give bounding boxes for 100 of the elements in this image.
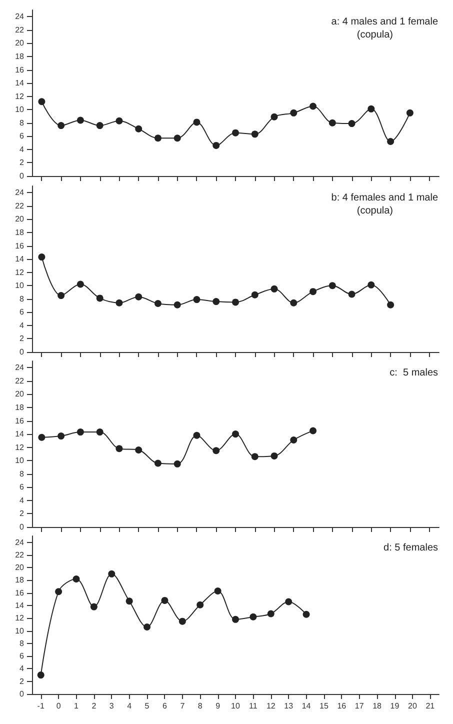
point xyxy=(251,453,258,460)
point xyxy=(214,587,222,594)
x-tick-label: 19 xyxy=(390,702,400,710)
y-tick-label: 22 xyxy=(15,550,25,560)
x-tick-label: 14 xyxy=(302,702,312,710)
y-tick-label: 8 xyxy=(20,118,25,128)
y-tick-label: 18 xyxy=(15,228,25,237)
point xyxy=(126,598,133,605)
x-tick-label: 7 xyxy=(180,702,186,710)
point xyxy=(232,298,239,306)
x-tick-label: 13 xyxy=(284,702,294,710)
point xyxy=(310,427,317,434)
y-tick-label: 22 xyxy=(15,201,25,210)
point xyxy=(348,120,356,128)
y-tick-label: 10 xyxy=(15,456,25,466)
point xyxy=(96,428,104,436)
y-tick-label: 16 xyxy=(15,416,25,426)
y-tick-label: 22 xyxy=(15,376,25,386)
y-tick-label: 18 xyxy=(15,402,25,412)
point xyxy=(368,105,375,112)
y-tick-label: 24 xyxy=(15,363,25,372)
y-tick-label: 10 xyxy=(15,281,25,290)
point xyxy=(178,618,186,625)
point xyxy=(368,281,375,288)
point xyxy=(232,430,239,438)
point xyxy=(193,118,200,126)
point xyxy=(251,130,258,138)
x-tick-label: 15 xyxy=(320,702,329,710)
point xyxy=(251,291,258,298)
point xyxy=(174,134,181,142)
point xyxy=(232,129,239,136)
x-tick-label: 0 xyxy=(56,702,62,710)
y-tick-label: 12 xyxy=(15,614,25,623)
point xyxy=(328,282,336,290)
y-tick-label: 8 xyxy=(20,638,25,648)
x-tick-label: 4 xyxy=(127,702,132,710)
y-tick-label: 14 xyxy=(15,78,25,88)
point xyxy=(135,446,142,454)
y-tick-label: 6 xyxy=(20,132,25,141)
point xyxy=(135,125,142,132)
point xyxy=(310,288,317,296)
point xyxy=(387,301,394,308)
y-tick-label: 12 xyxy=(15,442,25,452)
point xyxy=(76,116,84,124)
x-tick-label: 8 xyxy=(198,702,203,710)
x-tick-label: 12 xyxy=(266,702,276,710)
point xyxy=(58,292,65,300)
y-tick-label: 8 xyxy=(20,294,25,304)
y-tick-label: 0 xyxy=(20,172,25,180)
x-tick-label: 6 xyxy=(162,702,168,710)
point xyxy=(285,598,292,606)
x-tick-label: 2 xyxy=(92,702,97,710)
text: a: 4 males and 1 female xyxy=(331,16,438,28)
x-tick-label: 21 xyxy=(426,702,436,710)
text: c: 5 males xyxy=(390,368,438,378)
y-tick-label: 16 xyxy=(15,65,25,74)
point xyxy=(161,596,168,604)
point xyxy=(250,613,257,620)
y-tick-label: 10 xyxy=(15,626,25,636)
point xyxy=(270,113,278,120)
point xyxy=(212,447,220,454)
point xyxy=(58,122,65,130)
y-tick-label: 4 xyxy=(20,320,25,330)
point xyxy=(116,299,123,306)
point xyxy=(267,610,274,618)
x-tick-label: 17 xyxy=(354,702,364,710)
y-tick-label: 24 xyxy=(15,188,25,198)
y-tick-label: 0 xyxy=(20,690,25,698)
point xyxy=(174,301,181,308)
y-tick-label: 20 xyxy=(15,390,25,399)
point xyxy=(90,603,98,610)
point xyxy=(232,616,239,623)
point xyxy=(76,428,84,436)
x-tick-label: 10 xyxy=(231,702,240,710)
x-tick-label: 3 xyxy=(109,702,114,710)
point xyxy=(154,300,162,308)
point xyxy=(174,460,181,468)
y-tick-label: 14 xyxy=(15,254,25,264)
point xyxy=(387,138,394,145)
point xyxy=(108,570,116,578)
point xyxy=(154,460,162,467)
text: (copula) xyxy=(356,30,394,40)
y-tick-label: 20 xyxy=(15,563,25,572)
point xyxy=(38,98,46,106)
y-tick-label: 14 xyxy=(15,601,25,610)
y-tick-label: 12 xyxy=(15,92,25,101)
y-tick-label: 4 xyxy=(20,496,25,505)
point xyxy=(144,624,151,631)
y-tick-label: 18 xyxy=(15,52,25,61)
y-tick-label: 4 xyxy=(20,664,25,674)
point xyxy=(270,452,278,460)
point xyxy=(193,296,200,304)
y-tick-label: 2 xyxy=(20,509,25,518)
y-tick-label: 12 xyxy=(15,268,25,277)
point xyxy=(154,134,162,142)
y-tick-label: 2 xyxy=(20,158,25,168)
x-tick-label: 5 xyxy=(144,702,150,710)
point xyxy=(328,119,336,126)
point xyxy=(196,601,204,608)
point xyxy=(290,436,298,444)
